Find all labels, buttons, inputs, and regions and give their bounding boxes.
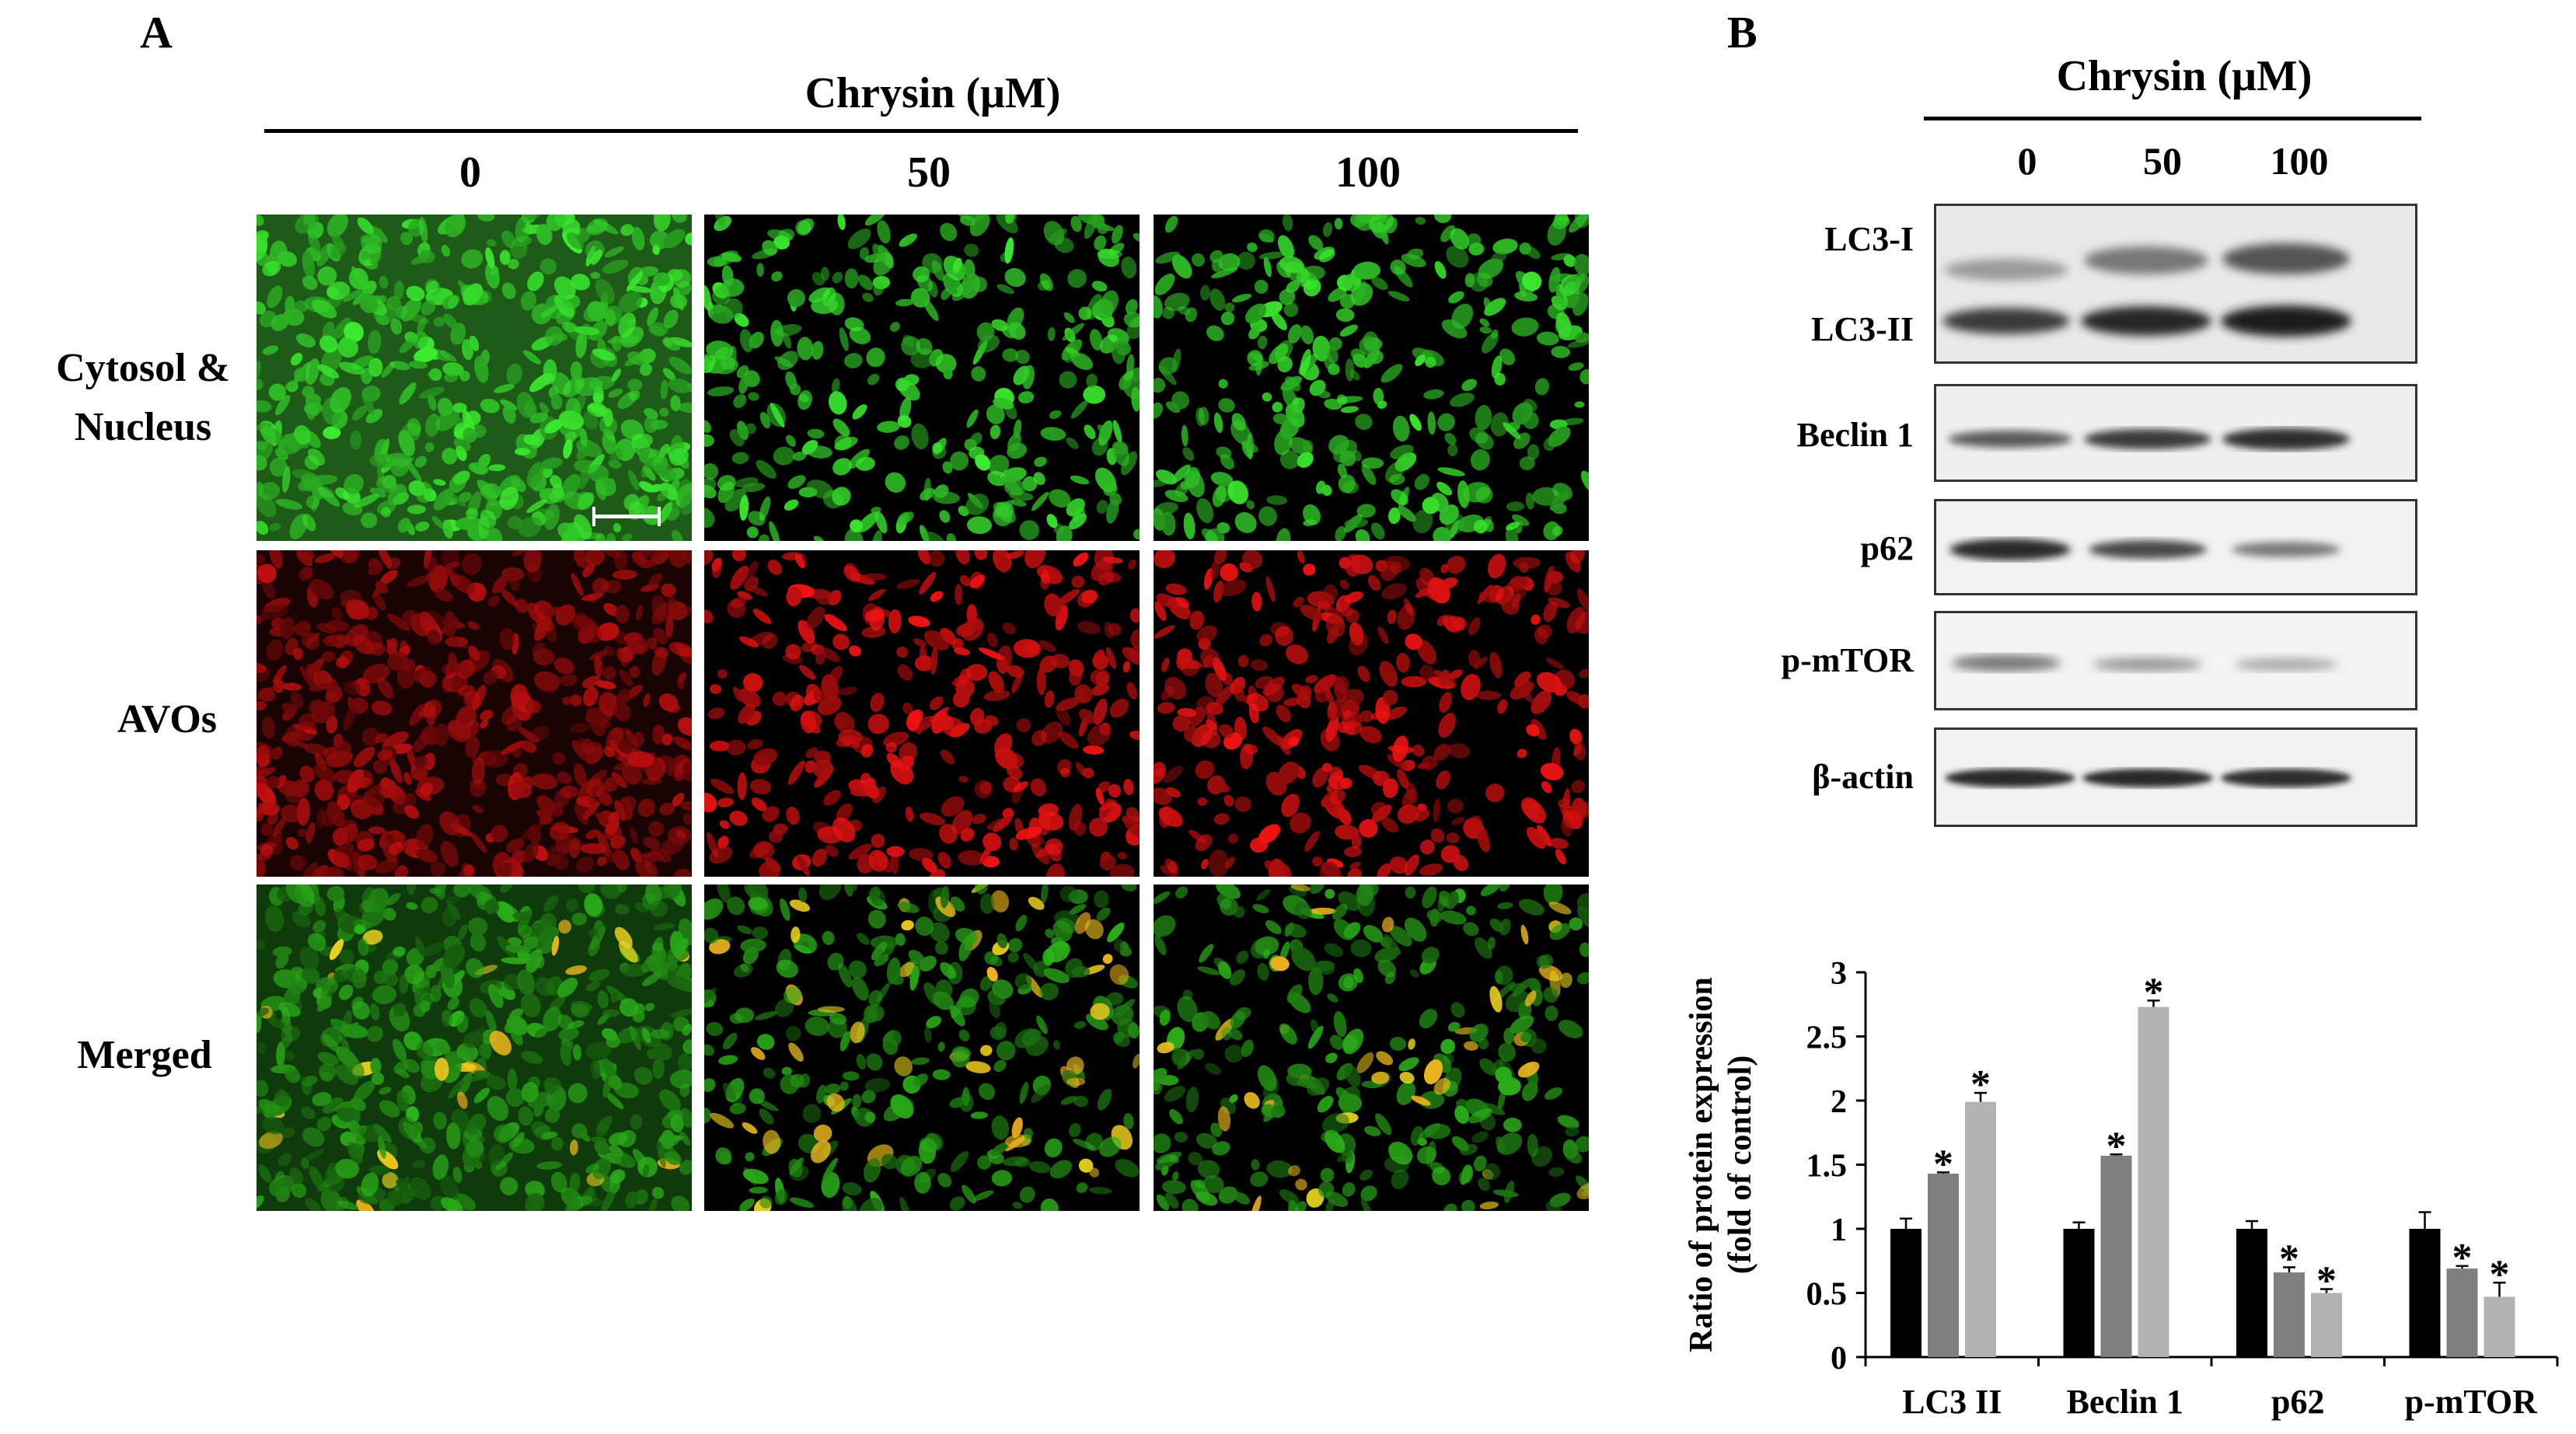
significance-star: * (2279, 1237, 2299, 1282)
x-category-label: LC3 II (1902, 1383, 2002, 1421)
scale-bar (592, 515, 661, 518)
panel-a-conc-50: 50 (907, 148, 951, 197)
significance-star: * (2107, 1124, 2127, 1168)
x-category-label: Beclin 1 (2067, 1383, 2183, 1421)
significance-star: * (2316, 1259, 2337, 1303)
y-tick-label: 2.5 (1806, 1021, 1848, 1056)
tile-cytosol-100 (1154, 215, 1589, 541)
x-category-label: p-mTOR (2405, 1383, 2539, 1421)
tile-merged-0-image (257, 884, 692, 1211)
tile-merged-0 (257, 884, 692, 1211)
y-tick-label: 0.5 (1806, 1277, 1848, 1313)
blot-lc3 (1934, 204, 2417, 364)
lane-label-100: 100 (2270, 139, 2329, 183)
y-tick-label: 3 (1831, 956, 1847, 992)
blot-lc3-bands (1936, 206, 2415, 361)
y-tick-label: 2 (1831, 1084, 1847, 1120)
x-category-label: p62 (2271, 1383, 2324, 1421)
tile-cytosol-50 (704, 215, 1140, 541)
bar (2484, 1296, 2515, 1357)
tile-cytosol-0 (257, 215, 692, 541)
blot-label-lc3-i: LC3-I (1824, 220, 1914, 258)
blot-label-p62: p62 (1860, 529, 1914, 567)
blot-p-mtor-bands (1936, 613, 2415, 708)
lane-label-0: 0 (2017, 139, 2037, 183)
bar (1890, 1229, 1922, 1357)
tile-avos-0 (257, 550, 692, 877)
significance-star: * (2452, 1236, 2473, 1280)
blot-beclin1 (1934, 384, 2417, 482)
bar-chart-plot: 0 0.5 1 1.5 2 2.5 3 * * LC3 II * * Beclin 1 * * p62 * * p-… (1684, 956, 2559, 1421)
tile-cytosol-0-image (257, 215, 692, 541)
scale-bar-tick (658, 507, 661, 526)
blot-p62-bands (1936, 501, 2415, 593)
bar (2274, 1272, 2305, 1357)
bar (2100, 1155, 2132, 1357)
tile-avos-100-image (1154, 550, 1589, 877)
bar (2063, 1229, 2095, 1357)
blot-label-beclin1: Beclin 1 (1796, 416, 1914, 454)
y-axis-label-line1: Ratio of protein expression (1684, 977, 1719, 1352)
tile-cytosol-50-image (704, 215, 1140, 541)
panel-b-letter: B (1727, 7, 1757, 58)
row-label-avos: AVOs (117, 697, 218, 741)
bar (1928, 1174, 1959, 1357)
y-tick-label: 0 (1831, 1341, 1847, 1376)
bar (1965, 1101, 1996, 1357)
significance-star: * (2490, 1252, 2510, 1296)
blot-p62 (1934, 499, 2417, 595)
panel-a-title-rule (264, 129, 1578, 133)
y-tick-label: 1 (1831, 1212, 1847, 1248)
panel-b-title-rule (1924, 117, 2421, 120)
blot-label-beta-actin: β-actin (1812, 758, 1914, 796)
blot-beclin1-bands (1936, 386, 2415, 480)
y-axis-label-line2: (fold of control) (1723, 1055, 1758, 1275)
tile-avos-100 (1154, 550, 1589, 877)
row-label-cytosol-line1: Cytosol & (56, 346, 230, 390)
row-label-merged: Merged (77, 1033, 212, 1077)
tile-avos-0-image (257, 550, 692, 877)
row-label-cytosol: Cytosol & Nucleus (0, 339, 286, 457)
panel-a-conc-0: 0 (459, 148, 481, 197)
lane-label-50: 50 (2143, 139, 2182, 183)
tile-merged-50-image (704, 884, 1140, 1211)
bar (2409, 1229, 2441, 1357)
bar (2311, 1293, 2342, 1357)
blot-beta-actin (1934, 727, 2417, 827)
significance-star: * (2144, 970, 2164, 1014)
tile-merged-100-image (1154, 884, 1589, 1211)
y-tick-label: 1.5 (1806, 1149, 1848, 1185)
tile-avos-50-image (704, 550, 1140, 877)
tile-merged-100 (1154, 884, 1589, 1211)
blot-p-mtor (1934, 611, 2417, 710)
significance-star: * (1970, 1062, 1991, 1107)
panel-a-letter: A (140, 7, 173, 58)
panel-a-title: Chrysin (μM) (805, 69, 1061, 117)
tile-avos-50 (704, 550, 1140, 877)
scale-bar-tick (592, 507, 595, 526)
bar-chart: 0 0.5 1 1.5 2 2.5 3 * * LC3 II * * Beclin 1 * * p62 * * p-… (1684, 956, 2559, 1421)
bar (2236, 1229, 2267, 1357)
blot-label-lc3-ii: LC3-II (1810, 310, 1914, 348)
bar (2446, 1268, 2478, 1357)
significance-star: * (1933, 1142, 1953, 1186)
blot-label-p-mtor: p-mTOR (1781, 641, 1914, 679)
tile-cytosol-100-image (1154, 215, 1589, 541)
bar (2138, 1007, 2169, 1357)
blot-beta-actin-bands (1936, 730, 2415, 825)
panel-a-conc-100: 100 (1335, 148, 1401, 197)
panel-b-title: Chrysin (μM) (2056, 52, 2312, 100)
tile-merged-50 (704, 884, 1140, 1211)
row-label-cytosol-line2: Nucleus (74, 405, 212, 449)
